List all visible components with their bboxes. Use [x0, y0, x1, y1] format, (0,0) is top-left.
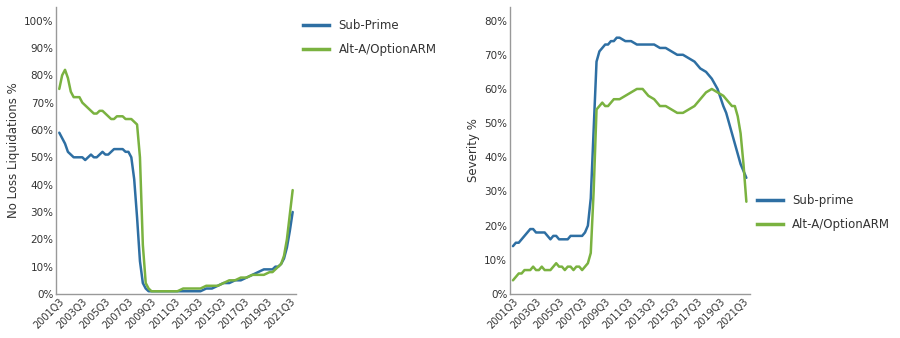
Y-axis label: Severity %: Severity % — [467, 119, 480, 183]
Legend: Sub-Prime, Alt-A/OptionARM: Sub-Prime, Alt-A/OptionARM — [300, 16, 440, 59]
Y-axis label: No Loss Liquidations %: No Loss Liquidations % — [7, 82, 20, 218]
Legend: Sub-prime, Alt-A/OptionARM: Sub-prime, Alt-A/OptionARM — [753, 191, 894, 235]
